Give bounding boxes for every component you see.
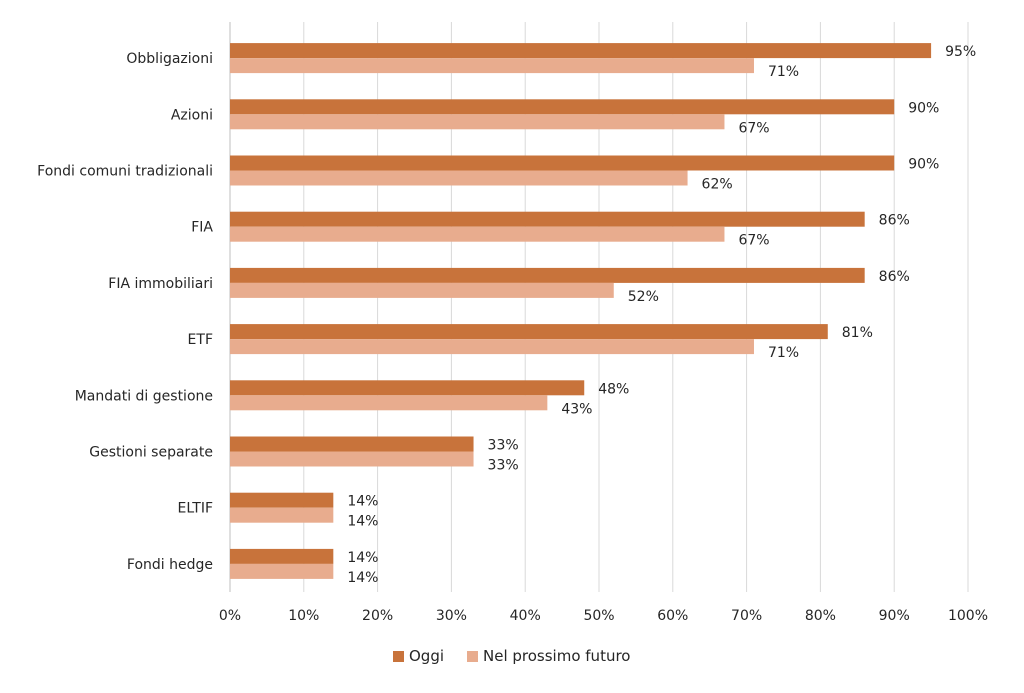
category-labels: Obbligazioni Azioni Fondi comuni tradizion… bbox=[37, 51, 213, 573]
bars bbox=[230, 43, 932, 579]
data-label-nel-prossimo-futuro-obbligazioni: 71% bbox=[768, 64, 799, 80]
bar-nel-prossimo-futuro-fondi-comuni-tradizionali bbox=[230, 170, 688, 186]
data-label-oggi-obbligazioni: 95% bbox=[945, 44, 976, 60]
legend-label-oggi: Oggi bbox=[409, 647, 444, 665]
legend-label-nel-prossimo-futuro: Nel prossimo futuro bbox=[483, 647, 630, 665]
bar-oggi-obbligazioni bbox=[230, 43, 932, 59]
bar-nel-prossimo-futuro-etf bbox=[230, 339, 754, 355]
bar-nel-prossimo-futuro-mandati-di-gestione bbox=[230, 395, 548, 411]
bar-nel-prossimo-futuro-obbligazioni bbox=[230, 58, 754, 74]
x-tick-70: 70% bbox=[731, 608, 762, 624]
bar-oggi-mandati-di-gestione bbox=[230, 380, 585, 396]
x-tick-100: 100% bbox=[948, 608, 988, 624]
data-label-nel-prossimo-futuro-eltif: 14% bbox=[347, 514, 378, 530]
category-label-mandati-di-gestione: Mandati di gestione bbox=[75, 388, 213, 404]
x-tick-60: 60% bbox=[657, 608, 688, 624]
category-label-obbligazioni: Obbligazioni bbox=[126, 51, 213, 67]
bar-nel-prossimo-futuro-eltif bbox=[230, 507, 334, 523]
data-label-oggi-mandati-di-gestione: 48% bbox=[598, 381, 629, 397]
bar-oggi-fia-immobiliari bbox=[230, 267, 865, 283]
category-label-eltif: ELTIF bbox=[178, 501, 213, 517]
bar-oggi-fondi-hedge bbox=[230, 548, 334, 564]
legend-swatch-nel-prossimo-futuro bbox=[467, 651, 478, 662]
data-label-nel-prossimo-futuro-mandati-di-gestione: 43% bbox=[561, 401, 592, 417]
data-label-oggi-etf: 81% bbox=[842, 325, 873, 341]
category-label-fia-immobiliari: FIA immobiliari bbox=[108, 276, 213, 292]
x-tick-80: 80% bbox=[805, 608, 836, 624]
legend: Oggi Nel prossimo futuro bbox=[393, 647, 630, 665]
bar-nel-prossimo-futuro-fondi-hedge bbox=[230, 563, 334, 579]
data-label-nel-prossimo-futuro-fondi-hedge: 14% bbox=[347, 570, 378, 586]
data-label-oggi-fia-immobiliari: 86% bbox=[879, 269, 910, 285]
bar-nel-prossimo-futuro-fia-immobiliari bbox=[230, 282, 614, 298]
data-label-oggi-fondi-comuni-tradizionali: 90% bbox=[908, 157, 939, 173]
bar-oggi-etf bbox=[230, 324, 828, 340]
bar-nel-prossimo-futuro-azioni bbox=[230, 114, 725, 130]
bar-nel-prossimo-futuro-fia bbox=[230, 226, 725, 242]
x-tick-0: 0% bbox=[219, 608, 241, 624]
category-label-etf: ETF bbox=[188, 332, 213, 348]
data-label-oggi-azioni: 90% bbox=[908, 100, 939, 116]
bar-nel-prossimo-futuro-gestioni-separate bbox=[230, 451, 474, 467]
bar-oggi-gestioni-separate bbox=[230, 436, 474, 452]
data-label-oggi-fia: 86% bbox=[879, 213, 910, 229]
category-label-gestioni-separate: Gestioni separate bbox=[89, 445, 213, 461]
legend-swatch-oggi bbox=[393, 651, 404, 662]
category-label-fondi-hedge: Fondi hedge bbox=[127, 557, 213, 573]
data-label-oggi-eltif: 14% bbox=[347, 494, 378, 510]
data-label-nel-prossimo-futuro-fia-immobiliari: 52% bbox=[628, 289, 659, 305]
x-tick-10: 10% bbox=[288, 608, 319, 624]
data-label-nel-prossimo-futuro-fondi-comuni-tradizionali: 62% bbox=[702, 177, 733, 193]
x-tick-50: 50% bbox=[583, 608, 614, 624]
x-tick-30: 30% bbox=[436, 608, 467, 624]
data-label-nel-prossimo-futuro-azioni: 67% bbox=[738, 120, 769, 136]
data-labels: 95% 71% 90% 67% 90% 62% 86% 67% 86% 52% 81% 71% 48% 4… bbox=[347, 44, 976, 586]
category-label-azioni: Azioni bbox=[171, 107, 213, 123]
bar-oggi-eltif bbox=[230, 492, 334, 508]
data-label-oggi-fondi-hedge: 14% bbox=[347, 550, 378, 566]
data-label-nel-prossimo-futuro-etf: 71% bbox=[768, 345, 799, 361]
x-tick-90: 90% bbox=[879, 608, 910, 624]
bar-oggi-azioni bbox=[230, 99, 895, 115]
x-tick-20: 20% bbox=[362, 608, 393, 624]
data-label-nel-prossimo-futuro-gestioni-separate: 33% bbox=[488, 458, 519, 474]
bar-oggi-fondi-comuni-tradizionali bbox=[230, 155, 895, 171]
data-label-nel-prossimo-futuro-fia: 67% bbox=[738, 233, 769, 249]
category-label-fia: FIA bbox=[191, 220, 213, 236]
x-tick-labels: 0% 10% 20% 30% 40% 50% 60% 70% 80% 90% 100% bbox=[219, 608, 988, 624]
data-label-oggi-gestioni-separate: 33% bbox=[488, 438, 519, 454]
x-tick-40: 40% bbox=[510, 608, 541, 624]
category-label-fondi-comuni-tradizionali: Fondi comuni tradizionali bbox=[37, 164, 213, 180]
bar-oggi-fia bbox=[230, 211, 865, 227]
